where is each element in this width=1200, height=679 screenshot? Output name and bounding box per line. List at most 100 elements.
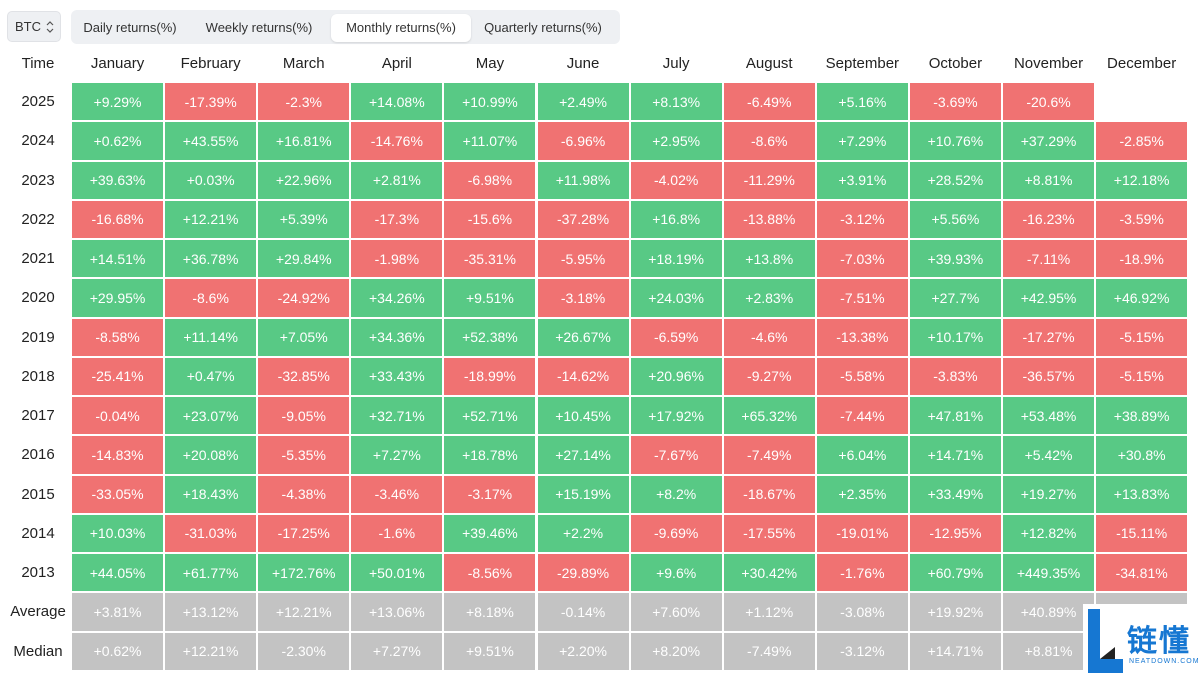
row-label: 2013 — [21, 564, 55, 582]
return-cell: +7.05% — [258, 318, 350, 356]
tab[interactable]: Daily returns(%) — [83, 20, 177, 35]
return-cell: +52.38% — [444, 318, 536, 356]
return-cell: +15.19% — [537, 475, 629, 513]
summary-cell: +8.81% — [1003, 632, 1095, 670]
watermark-subtitle: NEATDOWN.COM — [1129, 658, 1200, 665]
return-cell: +6.04% — [816, 436, 908, 474]
return-cell: -6.59% — [630, 318, 722, 356]
return-cell: +34.36% — [351, 318, 443, 356]
return-cell: -1.98% — [351, 240, 443, 278]
return-cell: +8.2% — [630, 475, 722, 513]
return-cell: +12.82% — [1003, 514, 1095, 552]
return-cell: +10.76% — [909, 122, 1001, 160]
return-cell: -33.05% — [72, 475, 164, 513]
summary-cell: +7.60% — [630, 593, 722, 631]
return-cell: -3.59% — [1096, 200, 1188, 238]
return-cell: +30.42% — [723, 554, 815, 592]
summary-cell: +7.27% — [351, 632, 443, 670]
return-cell: -18.99% — [444, 357, 536, 395]
return-cell: -35.31% — [444, 240, 536, 278]
summary-cell: +19.92% — [909, 593, 1001, 631]
return-cell: -32.85% — [258, 357, 350, 395]
return-cell: +8.13% — [630, 83, 722, 121]
row-label: 2016 — [21, 446, 55, 464]
return-cell: -15.6% — [444, 200, 536, 238]
summary-cell: +0.62% — [72, 632, 164, 670]
return-cell: -2.3% — [258, 83, 350, 121]
return-cell: +2.95% — [630, 122, 722, 160]
return-cell: -3.12% — [816, 200, 908, 238]
return-cell: -1.76% — [816, 554, 908, 592]
summary-cell: +12.21% — [165, 632, 257, 670]
return-cell: +10.17% — [909, 318, 1001, 356]
return-cell: +5.42% — [1003, 436, 1095, 474]
return-cell: +11.14% — [165, 318, 257, 356]
return-cell: -16.23% — [1003, 200, 1095, 238]
return-cell: -3.18% — [537, 279, 629, 317]
summary-cell: +40.89% — [1003, 593, 1095, 631]
return-cell: +9.6% — [630, 554, 722, 592]
summary-cell: -2.30% — [258, 632, 350, 670]
return-cell: +24.03% — [630, 279, 722, 317]
selector-label: BTC — [15, 19, 41, 34]
return-cell: -7.67% — [630, 436, 722, 474]
return-cell: +37.29% — [1003, 122, 1095, 160]
return-cell: -18.9% — [1096, 240, 1188, 278]
tab[interactable]: Weekly returns(%) — [205, 20, 313, 35]
selector-arrows — [46, 21, 54, 33]
row-label: 2017 — [21, 407, 55, 425]
return-cell: +18.19% — [630, 240, 722, 278]
tab[interactable]: Monthly returns(%) — [331, 14, 471, 42]
return-cell: +11.98% — [537, 161, 629, 199]
return-cell: +38.89% — [1096, 397, 1188, 435]
return-cell: +7.29% — [816, 122, 908, 160]
column-header: January — [90, 54, 145, 72]
return-cell: +13.8% — [723, 240, 815, 278]
return-cell: +39.46% — [444, 514, 536, 552]
return-cell: -1.6% — [351, 514, 443, 552]
return-cell: -14.76% — [351, 122, 443, 160]
return-cell: +43.55% — [165, 122, 257, 160]
return-cell: -8.6% — [165, 279, 257, 317]
return-cell: +22.96% — [258, 161, 350, 199]
return-cell: +9.51% — [444, 279, 536, 317]
summary-cell: -0.14% — [537, 593, 629, 631]
return-cell: +47.81% — [909, 397, 1001, 435]
asset-selector[interactable]: BTC — [7, 11, 61, 42]
summary-cell: +2.20% — [537, 632, 629, 670]
tab[interactable]: Quarterly returns(%) — [484, 20, 602, 35]
return-cell: -9.27% — [723, 357, 815, 395]
row-label: 2021 — [21, 250, 55, 268]
return-cell: +28.52% — [909, 161, 1001, 199]
return-cell: -5.15% — [1096, 318, 1188, 356]
return-cell: +23.07% — [165, 397, 257, 435]
watermark-title: 链懂 — [1127, 625, 1191, 658]
return-cell: +3.91% — [816, 161, 908, 199]
return-cell: +29.84% — [258, 240, 350, 278]
return-cell: +14.51% — [72, 240, 164, 278]
return-cell: +53.48% — [1003, 397, 1095, 435]
return-cell: +0.62% — [72, 122, 164, 160]
return-cell: -3.83% — [909, 357, 1001, 395]
return-cell: +16.81% — [258, 122, 350, 160]
summary-cell: -7.49% — [723, 632, 815, 670]
return-cell: +11.07% — [444, 122, 536, 160]
return-cell: +5.56% — [909, 200, 1001, 238]
return-cell: +0.47% — [165, 357, 257, 395]
return-cell: -8.56% — [444, 554, 536, 592]
summary-cell: +13.12% — [165, 593, 257, 631]
row-label: 2015 — [21, 485, 55, 503]
return-cell: +8.81% — [1003, 161, 1095, 199]
return-cell: -17.55% — [723, 514, 815, 552]
return-cell: +27.7% — [909, 279, 1001, 317]
return-cell: -5.58% — [816, 357, 908, 395]
column-header: August — [745, 54, 793, 72]
row-label: Average — [10, 603, 66, 621]
return-cell: +39.93% — [909, 240, 1001, 278]
return-cell: +2.35% — [816, 475, 908, 513]
return-cell: -6.98% — [444, 161, 536, 199]
return-cell: +5.16% — [816, 83, 908, 121]
row-label: 2020 — [21, 289, 55, 307]
return-cell: +42.95% — [1003, 279, 1095, 317]
return-cell: -7.51% — [816, 279, 908, 317]
